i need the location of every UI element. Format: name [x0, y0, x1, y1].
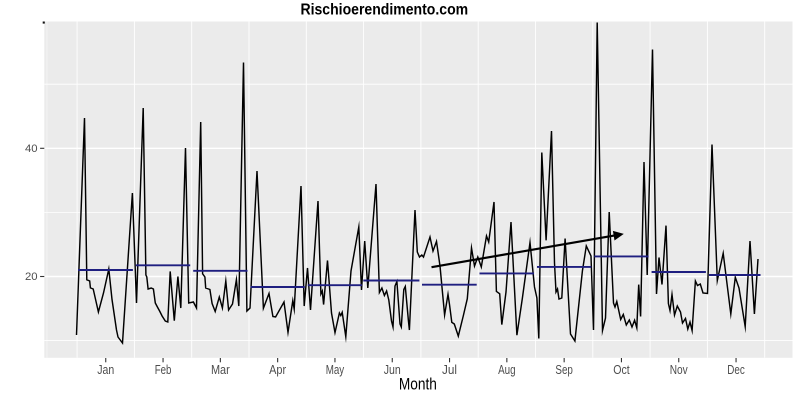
svg-text:Rischioerendimento.com: Rischioerendimento.com: [300, 2, 468, 19]
svg-text:Jan: Jan: [97, 363, 114, 377]
svg-text:Aug: Aug: [498, 363, 516, 377]
svg-text:20: 20: [25, 271, 38, 283]
svg-text:Month: Month: [399, 376, 437, 394]
svg-text:40: 40: [25, 143, 38, 155]
svg-text:Apr: Apr: [269, 363, 286, 377]
svg-text:Oct: Oct: [613, 363, 630, 377]
svg-text:Sep: Sep: [555, 363, 573, 377]
svg-text:Nov: Nov: [670, 363, 689, 377]
svg-text:Jun: Jun: [384, 363, 401, 377]
svg-text:May: May: [326, 363, 345, 377]
svg-text:Dec: Dec: [727, 363, 745, 377]
svg-text:Jul: Jul: [442, 363, 457, 377]
svg-text:Mar: Mar: [211, 363, 230, 377]
svg-text:Feb: Feb: [155, 363, 172, 377]
